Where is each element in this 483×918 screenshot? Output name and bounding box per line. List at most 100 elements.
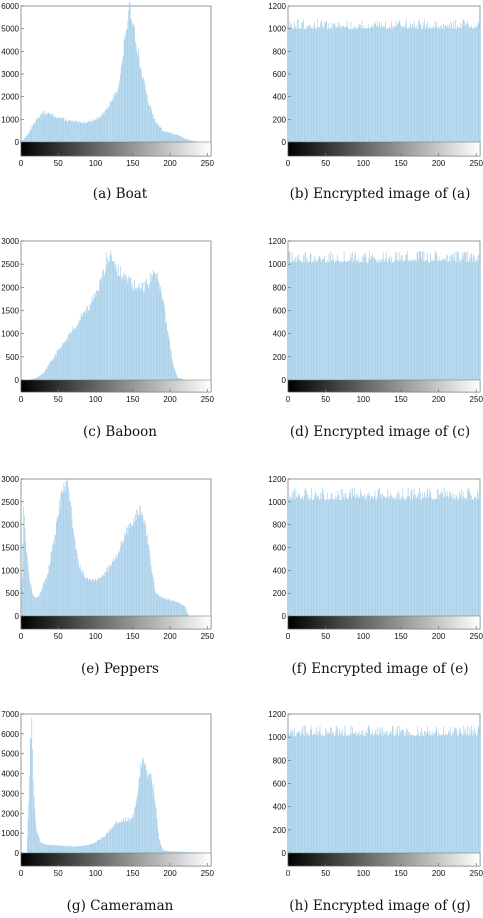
histogram-bar: [330, 727, 332, 853]
histogram-bar: [136, 50, 138, 142]
histogram-bar: [354, 488, 355, 616]
histogram-bar: [457, 500, 459, 616]
histogram-bar: [172, 133, 173, 142]
histogram-bar: [433, 26, 435, 143]
histogram-bar: [141, 283, 143, 380]
histogram-bar: [102, 114, 103, 142]
histogram-bar: [21, 578, 23, 616]
histogram-bar: [136, 287, 138, 380]
histogram-bar: [293, 736, 294, 853]
histogram-bar: [377, 488, 379, 616]
histogram-bar: [466, 262, 468, 380]
histogram-bar: [168, 337, 170, 380]
histogram-bar: [111, 260, 113, 380]
y-tick-label: 200: [273, 589, 287, 598]
histogram-bar: [144, 762, 146, 853]
histogram-bar: [435, 499, 437, 616]
histogram-bar: [73, 327, 75, 380]
histogram-bar: [80, 846, 82, 853]
histogram-bar: [419, 488, 420, 616]
histogram-bar: [346, 735, 348, 853]
histogram-bar: [68, 333, 70, 380]
histogram-bar: [121, 63, 123, 142]
histogram-bar: [165, 131, 167, 142]
histogram-bar: [85, 122, 87, 142]
histogram-bar: [82, 123, 83, 142]
histogram-bar: [452, 734, 454, 853]
histogram-bar: [146, 279, 147, 380]
histogram-bar: [364, 493, 365, 616]
histogram-bar: [455, 29, 457, 142]
histogram-bar: [451, 498, 453, 616]
histogram-bar: [376, 727, 378, 853]
histogram-bar: [303, 262, 305, 380]
histogram-bar: [55, 117, 56, 142]
histogram-bar: [450, 735, 452, 853]
histogram-bar: [50, 360, 52, 380]
histogram-bar: [405, 497, 407, 616]
histogram-bar: [403, 730, 404, 853]
histogram-bar: [56, 117, 57, 142]
histogram-bar: [353, 29, 355, 142]
x-tick-label: 200: [432, 632, 446, 641]
histogram-bar: [105, 835, 106, 853]
histogram-bar: [131, 525, 132, 616]
histogram-bar: [161, 596, 162, 616]
histogram-bar: [449, 727, 451, 853]
y-tick-label: 3000: [1, 789, 19, 798]
histogram-bar: [149, 105, 150, 142]
histogram-bar: [383, 497, 385, 616]
histogram-bar: [452, 732, 453, 853]
histogram-bar: [320, 733, 322, 853]
y-tick-label: 4000: [1, 770, 19, 779]
histogram-bar: [34, 122, 36, 142]
histogram-bar: [361, 492, 362, 616]
histogram-bar: [182, 137, 184, 142]
histogram-bar: [28, 573, 30, 616]
histogram-bar: [71, 518, 73, 616]
x-tick-label: 0: [286, 159, 291, 168]
histogram-bar: [312, 499, 313, 616]
histogram-bar: [126, 29, 128, 142]
histogram-bar: [298, 493, 300, 616]
histogram-bar: [67, 339, 68, 380]
histogram-bar: [95, 119, 97, 142]
histogram-bar: [67, 487, 69, 616]
histogram-bar: [149, 284, 150, 380]
histogram-bar: [323, 736, 325, 853]
histogram-bar: [422, 261, 424, 380]
histogram-bar: [129, 1, 130, 143]
histogram-bar: [323, 259, 325, 380]
histogram-bar: [101, 281, 103, 380]
histogram-bar: [122, 58, 124, 142]
histogram-bar: [351, 28, 352, 142]
histogram-bar: [104, 836, 106, 853]
x-tick-label: 100: [357, 159, 371, 168]
histogram-bar: [385, 498, 386, 616]
x-tick-label: 0: [19, 159, 24, 168]
histogram-bar: [41, 842, 42, 853]
histogram-bar: [94, 578, 96, 616]
histogram-bar: [352, 28, 353, 143]
histogram-bar: [462, 735, 464, 853]
histogram-bar: [100, 277, 102, 380]
histogram-bar: [173, 600, 174, 616]
histogram-bar: [52, 113, 53, 142]
histogram-bar: [143, 521, 144, 616]
histogram-bar: [383, 262, 385, 380]
histogram-bar: [155, 121, 157, 142]
histogram-bar: [70, 846, 72, 853]
histogram-bar: [317, 731, 319, 853]
histogram-bar: [102, 111, 104, 142]
histogram-bar: [437, 735, 438, 853]
histogram-bar: [318, 27, 319, 142]
y-tick-label: 600: [273, 70, 287, 79]
histogram-bar: [329, 497, 331, 616]
histogram-bar: [321, 498, 322, 616]
histogram-bar: [475, 260, 477, 380]
histogram-bar: [123, 538, 125, 616]
histogram-bar: [39, 117, 41, 142]
histogram-bar: [352, 727, 353, 853]
histogram-bar: [355, 494, 357, 616]
histogram-bar: [357, 259, 358, 380]
